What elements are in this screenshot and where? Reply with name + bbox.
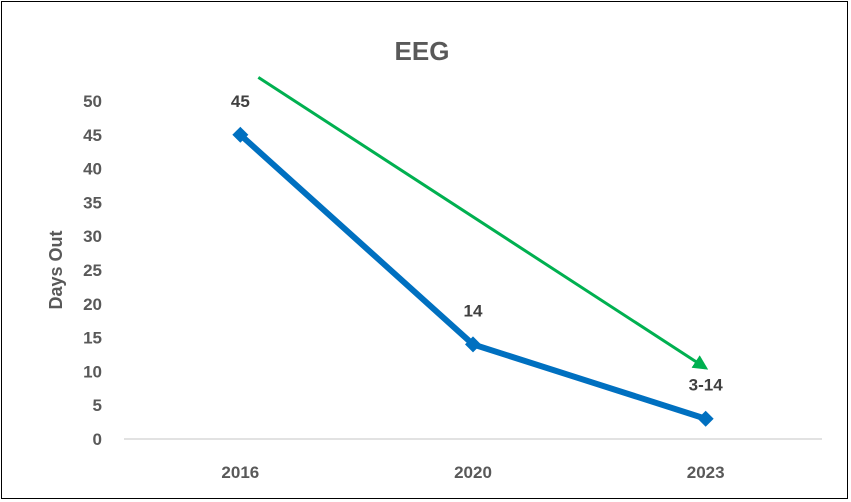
x-tick-label: 2023 [687,463,725,482]
data-label: 45 [231,92,250,111]
y-tick-label: 25 [83,261,102,280]
y-tick-labels: 0 5 10 15 20 25 30 35 40 45 50 [83,92,102,449]
y-tick-label: 5 [93,396,102,415]
series-line [238,132,707,422]
data-label: 3-14 [689,376,724,395]
data-point-marker [465,336,481,353]
data-point-marker [697,410,714,427]
x-tick-label: 2020 [454,463,492,482]
trend-arrow [257,76,709,370]
x-tick-labels: 2016 2020 2023 [221,463,724,482]
y-axis-label: Days Out [46,230,66,309]
data-point-marker [232,126,249,143]
trend-arrow-layer [257,76,709,370]
data-labels: 45 14 3-14 [231,92,723,395]
y-tick-label: 40 [83,160,102,179]
y-tick-label: 35 [83,193,102,212]
chart-title: EEG [395,36,450,66]
y-tick-label: 15 [83,329,102,348]
y-tick-label: 10 [83,362,102,381]
x-tick-label: 2016 [221,463,259,482]
y-tick-label: 20 [83,295,102,314]
y-tick-label: 45 [83,126,102,145]
data-label: 14 [464,301,483,320]
y-tick-label: 30 [83,227,102,246]
y-tick-label: 0 [93,430,102,449]
series-layer [232,126,714,427]
y-tick-label: 50 [83,92,102,111]
